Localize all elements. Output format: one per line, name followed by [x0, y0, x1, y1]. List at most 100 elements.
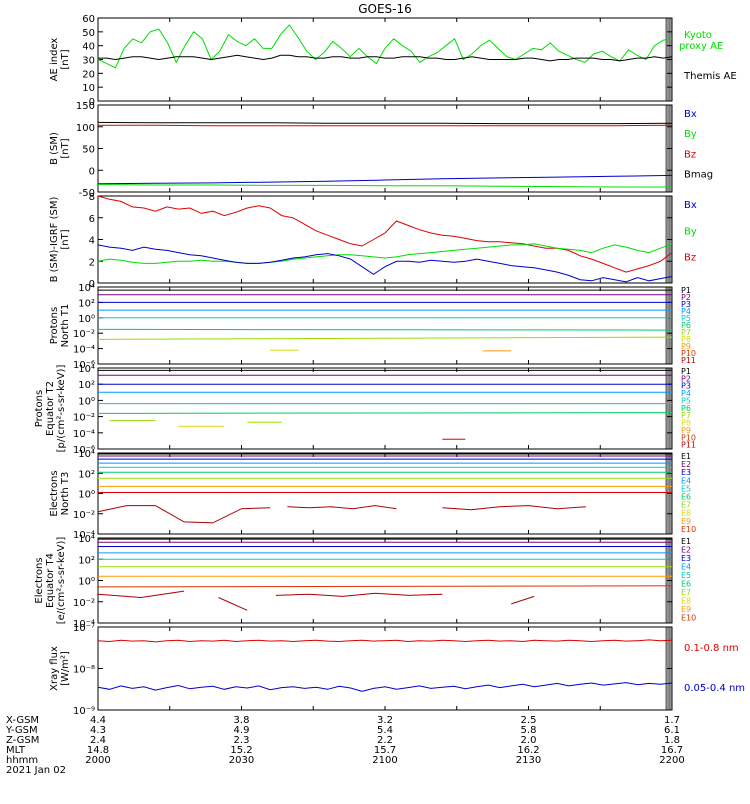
- ephemeris-value: 2130: [516, 755, 541, 766]
- y-tick-label: 10⁻⁷: [73, 623, 95, 634]
- series-segment: [287, 506, 396, 509]
- legend-xray-short: 0.05-0.4 nm: [684, 683, 745, 694]
- legend-proxy-ae: proxy AE: [679, 41, 723, 52]
- series-bmag: [98, 122, 672, 123]
- series-p6: [98, 329, 672, 330]
- y-tick-label: 30: [82, 56, 95, 67]
- panel-frame: [98, 18, 672, 101]
- series-segment: [276, 593, 443, 596]
- y-tick-label: 40: [82, 42, 95, 53]
- y-axis-label: AE index: [49, 38, 60, 82]
- series-segment: [511, 596, 534, 604]
- y-tick-label: 10⁴: [78, 534, 95, 545]
- y-axis-label: B (SM)-IGRF (SM): [49, 197, 60, 283]
- panel-frame: [98, 368, 672, 449]
- y-tick-label: 10⁻²: [73, 510, 95, 521]
- y-tick-label: 6: [89, 214, 95, 225]
- legend-by: By: [684, 129, 697, 140]
- ephemeris-value: 2100: [372, 755, 397, 766]
- y-tick-label: 10⁻²: [73, 413, 95, 424]
- legend-xray-long: 0.1-0.8 nm: [684, 643, 739, 654]
- y-tick-label: 50: [82, 28, 95, 39]
- y-axis-label: [e/(cm²-s-sr-keV)]: [56, 537, 67, 625]
- y-axis-label: [W/m²]: [60, 651, 71, 686]
- y-tick-label: 10⁻²: [73, 329, 95, 340]
- plot-title: GOES-16: [358, 2, 412, 16]
- y-tick-label: 100: [76, 123, 95, 134]
- y-tick-label: 8: [89, 192, 95, 203]
- y-tick-label: 10⁰: [78, 396, 95, 407]
- y-tick-label: 10⁰: [78, 577, 95, 588]
- series-0-1-0-8-nm: [98, 640, 672, 642]
- panel-frame: [98, 627, 672, 710]
- y-tick-label: 10⁴: [78, 364, 95, 375]
- panel-frame: [98, 105, 672, 192]
- y-axis-label: Xray flux: [49, 646, 60, 691]
- series-bz: [98, 196, 672, 272]
- legend-bmag: Bmag: [684, 170, 713, 181]
- legend-p11: P11: [681, 441, 696, 450]
- y-tick-label: 0: [89, 166, 95, 177]
- y-axis-label: B (SM): [49, 132, 60, 165]
- y-axis-label: Electrons: [49, 470, 60, 516]
- y-tick-label: 10²: [78, 555, 95, 566]
- y-axis-label: Equator T4: [45, 553, 56, 608]
- legend-bx: Bx: [684, 109, 697, 120]
- legend-e10: E10: [681, 614, 696, 623]
- series-p6: [98, 413, 672, 414]
- legend-e10: E10: [681, 525, 696, 534]
- series-bx: [98, 175, 672, 183]
- y-tick-label: 10⁻⁸: [73, 665, 95, 676]
- y-tick-label: 10⁴: [78, 283, 95, 294]
- y-tick-label: 10⁻⁴: [73, 345, 95, 356]
- ephemeris-value: 2030: [229, 755, 254, 766]
- y-tick-label: 10: [82, 83, 95, 94]
- y-tick-label: 150: [76, 101, 95, 112]
- panel-frame: [98, 538, 672, 623]
- y-axis-label: North T3: [60, 472, 71, 516]
- y-axis-label: Equator T2: [45, 381, 56, 436]
- y-axis-label: [nT]: [60, 49, 71, 69]
- y-tick-label: 10²: [78, 469, 95, 480]
- y-tick-label: 10⁰: [78, 314, 95, 325]
- y-tick-label: 20: [82, 69, 95, 80]
- series-segment: [98, 506, 270, 523]
- legend-kyoto: Kyoto: [684, 30, 712, 41]
- y-tick-label: 10²: [78, 298, 95, 309]
- series-by: [98, 185, 672, 188]
- legend-bx: Bx: [684, 200, 697, 211]
- y-axis-label: Protons: [34, 390, 45, 427]
- series-0-05-0-4-nm: [98, 683, 672, 692]
- series-kyoto-proxy-ae: [98, 25, 672, 68]
- y-tick-label: 10⁻²: [73, 598, 95, 609]
- y-axis-label: [p/(cm²-s-sr-keV)]: [56, 365, 67, 453]
- panel-frame: [98, 287, 672, 364]
- series-segment: [219, 598, 248, 611]
- y-tick-label: 2: [89, 257, 95, 268]
- y-tick-label: 10⁴: [78, 449, 95, 460]
- y-tick-label: 4: [89, 236, 95, 247]
- legend-p11: P11: [681, 356, 696, 365]
- y-tick-label: 10⁻⁴: [73, 429, 95, 440]
- y-tick-label: 10²: [78, 380, 95, 391]
- series-themis-ae: [98, 55, 672, 61]
- ephemeris-value: 2200: [659, 755, 684, 766]
- legend-bz: Bz: [684, 149, 696, 160]
- ephemeris-label: 2021 Jan 02: [6, 765, 66, 776]
- series-p7: [98, 337, 672, 339]
- legend-bz: Bz: [684, 253, 696, 264]
- y-axis-label: Protons: [49, 307, 60, 344]
- series-segment: [442, 506, 586, 510]
- y-axis-label: Electrons: [34, 557, 45, 603]
